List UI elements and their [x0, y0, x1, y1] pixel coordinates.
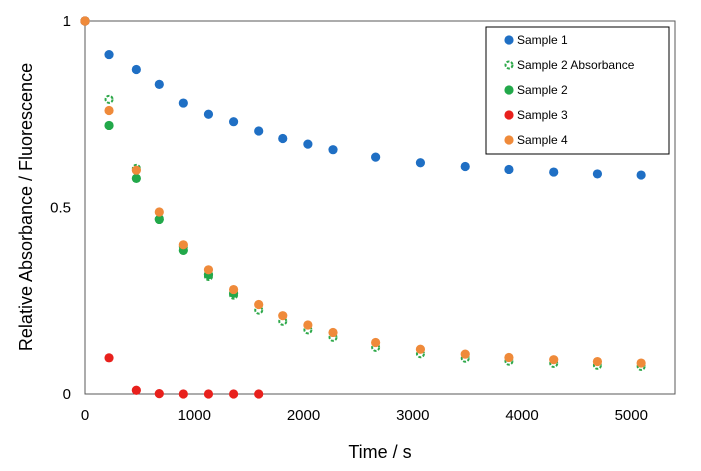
data-point-sample-1: [415, 158, 426, 168]
data-point-sample-2-absorbance: [104, 94, 114, 104]
data-point-sample-3: [178, 389, 188, 399]
data-point-sample-4: [303, 320, 313, 330]
legend-label: Sample 2 Absorbance: [517, 58, 635, 72]
data-point-sample-1: [131, 64, 141, 75]
data-point-sample-1: [278, 133, 288, 144]
y-tick-label: 1: [63, 13, 71, 30]
legend-label: Sample 2: [517, 83, 568, 97]
data-point-sample-1: [636, 170, 646, 180]
data-point-sample-4: [371, 337, 381, 348]
data-point-sample-3: [228, 389, 239, 399]
data-point-sample-3: [131, 385, 141, 395]
legend-label: Sample 4: [517, 133, 568, 147]
x-tick-label: 4000: [505, 407, 538, 424]
data-point-sample-4: [154, 207, 164, 217]
series-sample-4: [80, 16, 646, 368]
y-tick-label: 0.5: [50, 200, 71, 217]
data-point-sample-2: [154, 214, 164, 225]
legend-entry-sample-4: Sample 4: [504, 133, 568, 147]
y-axis-title: Relative Absorbance / Fluorescence: [16, 63, 36, 351]
data-point-sample-1: [154, 79, 164, 90]
data-point-sample-4: [203, 265, 214, 275]
data-point-sample-4: [104, 105, 114, 116]
data-point-sample-1: [303, 139, 313, 149]
data-point-sample-1: [203, 109, 214, 119]
data-point-sample-1: [371, 152, 381, 162]
x-tick-label: 2000: [287, 407, 320, 424]
legend-label: Sample 1: [517, 33, 568, 47]
x-tick-label: 5000: [615, 407, 648, 424]
legend-entry-sample-3: Sample 3: [504, 108, 568, 122]
data-points: [80, 16, 646, 399]
data-point-sample-1: [592, 169, 603, 179]
legend-marker: [504, 85, 514, 95]
data-point-sample-1: [460, 161, 470, 172]
legend-entries: Sample 1 Sample 2 Absorbance Sample 2 Sampl…: [504, 33, 635, 147]
x-tick-label: 3000: [396, 407, 429, 424]
data-point-sample-4: [131, 165, 141, 175]
y-tick-label: 0: [63, 386, 71, 403]
x-tick-label: 0: [81, 407, 89, 424]
data-point-sample-4: [328, 327, 338, 338]
series-sample-3: [80, 16, 264, 399]
data-point-sample-3: [104, 353, 114, 363]
data-point-sample-4: [636, 358, 646, 368]
data-point-sample-4: [80, 16, 90, 26]
plot-area-border: [84, 20, 676, 395]
legend-marker: [504, 110, 514, 120]
data-point-sample-3: [254, 389, 264, 399]
legend-label: Sample 3: [517, 108, 568, 122]
data-point-sample-4: [460, 349, 470, 359]
legend-entry-sample-2-absorbance: Sample 2 Absorbance: [504, 58, 635, 72]
data-point-sample-4: [178, 240, 188, 250]
data-point-sample-4: [549, 355, 559, 365]
data-point-sample-3: [154, 389, 164, 399]
x-axis-title: Time / s: [348, 442, 411, 462]
legend-entry-sample-2: Sample 2: [504, 83, 568, 97]
legend: Sample 1 Sample 2 Absorbance Sample 2 Sampl…: [485, 26, 670, 155]
y-tick-labels: 00.51: [50, 13, 71, 403]
legend-marker: [504, 135, 514, 145]
data-point-sample-1: [328, 145, 338, 155]
data-point-sample-1: [178, 98, 188, 108]
data-point-sample-4: [415, 344, 426, 354]
data-point-sample-3: [203, 389, 214, 399]
series-sample-1: [80, 16, 646, 180]
legend-marker: [504, 35, 514, 45]
legend-marker: [504, 60, 514, 70]
data-point-sample-4: [228, 284, 239, 295]
data-point-sample-1: [228, 117, 239, 127]
x-tick-label: 1000: [178, 407, 211, 424]
data-point-sample-1: [504, 164, 514, 175]
data-point-sample-4: [254, 299, 264, 310]
data-point-sample-1: [549, 167, 559, 177]
x-tick-labels: 0 1000 2000 3000 4000 5000: [81, 407, 648, 424]
data-point-sample-4: [278, 311, 288, 321]
data-point-sample-4: [592, 356, 603, 367]
data-point-sample-2: [131, 173, 141, 184]
series-sample-2: [80, 16, 239, 298]
legend-box: [485, 26, 670, 155]
data-point-sample-2: [104, 120, 114, 131]
legend-entry-sample-1: Sample 1: [504, 33, 568, 47]
data-point-sample-1: [254, 126, 264, 136]
data-point-sample-1: [104, 49, 114, 60]
data-point-sample-4: [504, 352, 514, 363]
